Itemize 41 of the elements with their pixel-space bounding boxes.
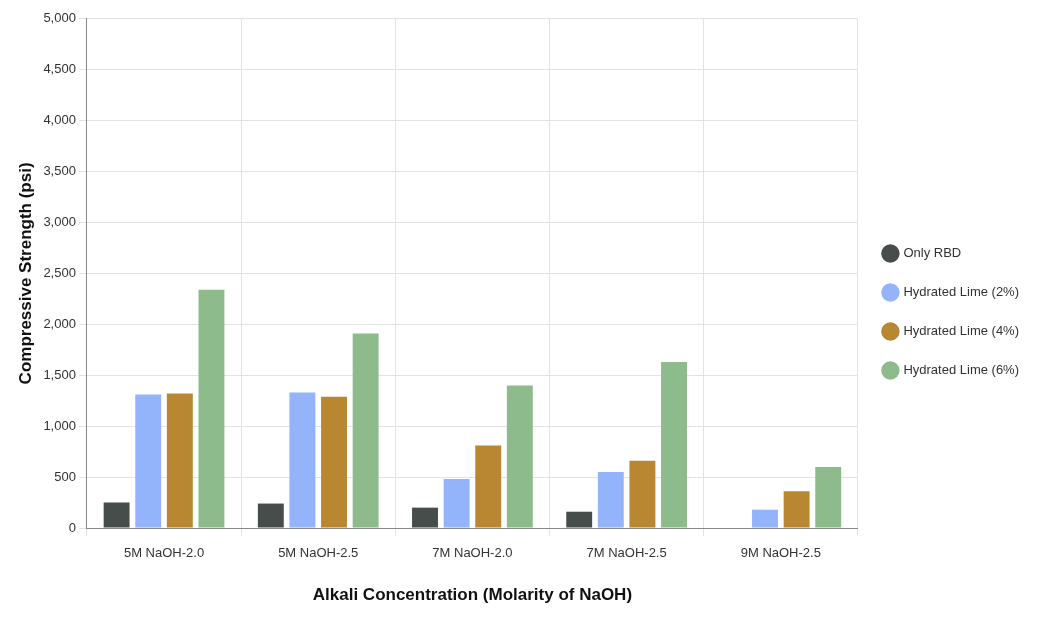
bar: [597, 471, 624, 528]
bar: [629, 460, 656, 528]
bar: [352, 333, 379, 528]
legend-label: Hydrated Lime (4%): [903, 323, 1020, 339]
y-tick-label: 2,000: [43, 315, 76, 331]
x-tick-label: 9M NaOH-2.5: [740, 545, 821, 561]
bar: [661, 362, 687, 528]
y-tick-label: 5,000: [43, 10, 76, 26]
bar: [166, 393, 193, 528]
y-tick-label: 2,500: [43, 264, 76, 280]
y-tick-label: 4,000: [43, 112, 76, 128]
y-tick-label: 3,500: [43, 163, 76, 179]
bar: [135, 394, 162, 528]
x-axis-title: Alkali Concentration (Molarity of NaOH): [312, 585, 633, 605]
x-tick-label: 5M NaOH-2.5: [278, 545, 359, 561]
bar: [103, 502, 130, 528]
x-tick-label: 5M NaOH-2.0: [123, 545, 205, 561]
y-tick-label: 1,500: [43, 366, 76, 382]
bar: [475, 445, 502, 528]
bar: [289, 392, 316, 528]
bar: [198, 289, 225, 528]
bar: [321, 396, 347, 528]
legend-label: Hydrated Lime (6%): [903, 362, 1020, 378]
legend-label: Hydrated Lime (2%): [903, 284, 1020, 300]
x-tick-label: 7M NaOH-2.5: [586, 545, 667, 561]
y-tick-label: 500: [54, 468, 76, 484]
x-tick-label: 7M NaOH-2.0: [432, 545, 513, 561]
bar: [443, 479, 470, 528]
bar: [412, 507, 438, 528]
y-tick-label: 4,500: [43, 61, 76, 77]
bar: [566, 511, 593, 528]
bar: [257, 503, 284, 528]
y-axis-title: Compressive Strength (psi): [15, 162, 35, 385]
y-tick-label: 3,000: [43, 214, 76, 230]
legend-label: Only RBD: [903, 245, 962, 261]
y-tick-label: 0: [68, 519, 76, 535]
bar: [752, 509, 778, 528]
bar: [815, 466, 842, 528]
y-tick-label: 1,000: [43, 417, 76, 433]
bar: [783, 491, 810, 528]
bar: [506, 385, 533, 528]
